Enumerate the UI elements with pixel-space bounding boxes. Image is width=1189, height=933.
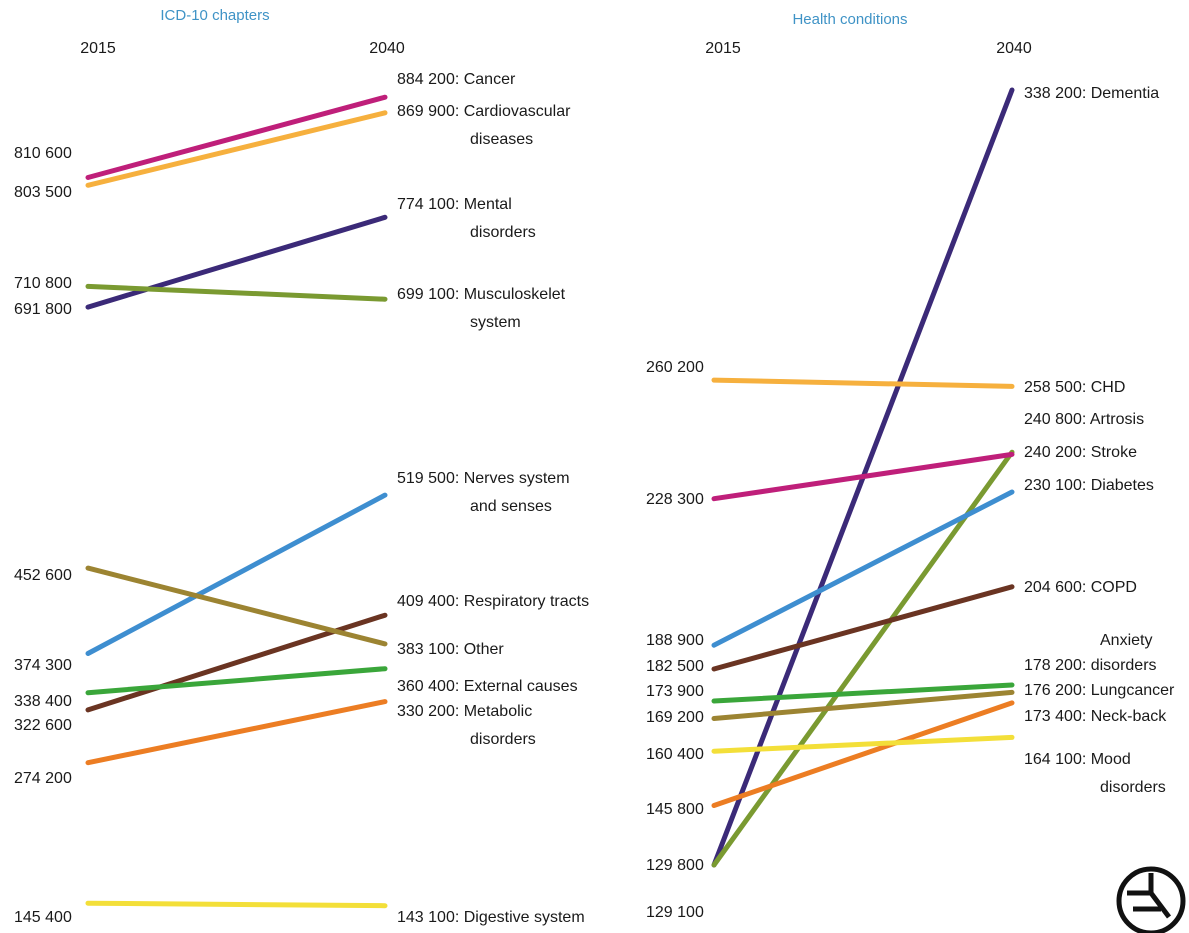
series-lines-health xyxy=(711,87,1015,868)
series-line-cardiovascular xyxy=(85,110,388,188)
start-value-label: 452 600 xyxy=(14,567,72,584)
start-value-label: 710 800 xyxy=(14,275,72,292)
series-line-musculoskelet xyxy=(85,283,388,302)
end-value-label: 173 400: Neck-back xyxy=(1024,708,1167,725)
series-line-mood xyxy=(711,734,1015,754)
start-value-label: 129 800 xyxy=(646,857,704,874)
series-line-mental xyxy=(85,214,388,310)
start-value-label: 145 800 xyxy=(646,801,704,818)
x-label-2015-left: 2015 xyxy=(80,40,116,57)
start-value-label: 228 300 xyxy=(646,491,704,508)
series-line-artrosis xyxy=(711,449,1015,868)
start-value-label: 322 600 xyxy=(14,717,72,734)
series-line-chd xyxy=(711,377,1015,389)
start-value-label: 810 600 xyxy=(14,145,72,162)
series-line-other xyxy=(85,565,388,647)
series-line-digestive-system xyxy=(85,900,388,909)
start-value-label: 260 200 xyxy=(646,359,704,376)
end-value-label: 230 100: Diabetes xyxy=(1024,477,1154,494)
end-value-label: 699 100: Musculoskelet xyxy=(397,286,566,303)
end-name-label-cont: system xyxy=(470,314,521,331)
end-value-label: 519 500: Nerves system xyxy=(397,470,570,487)
series-line-copd xyxy=(711,584,1015,672)
x-label-2040-left: 2040 xyxy=(369,40,405,57)
end-value-label: 204 600: COPD xyxy=(1024,579,1137,596)
series-line-diabetes xyxy=(711,489,1015,648)
start-value-label: 803 500 xyxy=(14,184,72,201)
end-value-label: 143 100: Digestive system xyxy=(397,909,585,926)
start-value-label: 145 400 xyxy=(14,909,72,926)
end-name-label-cont: and senses xyxy=(470,498,552,515)
end-value-label: 383 100: Other xyxy=(397,641,504,658)
end-value-label: 258 500: CHD xyxy=(1024,379,1125,396)
end-labels-icd10: 884 200: Cancer 869 900: Cardiovascular di… xyxy=(397,71,589,926)
series-line-lungcancer xyxy=(711,689,1015,721)
start-labels-icd10: 810 600 803 500 691 800 710 800 374 300 322 6… xyxy=(14,145,72,926)
chart-title-health: Health conditions xyxy=(792,11,907,28)
series-line-cancer xyxy=(85,94,388,180)
end-value-label: 330 200: Metabolic xyxy=(397,703,532,720)
end-value-label: 164 100: Mood xyxy=(1024,751,1131,768)
start-value-label: 691 800 xyxy=(14,301,72,318)
end-value-label: 884 200: Cancer xyxy=(397,71,516,88)
series-line-neck-back xyxy=(711,700,1015,808)
chart-health-conditions: Health conditions 2015 2040 260 200 129 8… xyxy=(646,11,1175,921)
end-name-label: Anxiety xyxy=(1100,632,1152,649)
start-value-label: 129 100 xyxy=(646,904,704,921)
series-line-nerves-system xyxy=(85,492,388,656)
series-line-external-causes xyxy=(85,666,388,696)
start-value-label: 338 400 xyxy=(14,693,72,710)
series-lines-icd10 xyxy=(85,94,388,909)
end-value-label: 360 400: External causes xyxy=(397,678,578,695)
end-name-label-cont: disorders xyxy=(470,224,536,241)
series-line-stroke xyxy=(711,451,1015,502)
start-value-label: 173 900 xyxy=(646,683,704,700)
end-value-label: 178 200: disorders xyxy=(1024,657,1157,674)
end-name-label-cont: diseases xyxy=(470,131,533,148)
start-value-label: 160 400 xyxy=(646,746,704,763)
chart-icd10: ICD-10 chapters 2015 2040 810 600 803 500… xyxy=(14,7,589,926)
start-value-label: 182 500 xyxy=(646,658,704,675)
circle-logo-icon xyxy=(1116,866,1186,933)
chart-title-icd10: ICD-10 chapters xyxy=(160,7,269,24)
end-value-label: 176 200: Lungcancer xyxy=(1024,682,1175,699)
series-line-metabolic xyxy=(85,699,388,766)
start-value-label: 374 300 xyxy=(14,657,72,674)
start-value-label: 169 200 xyxy=(646,709,704,726)
x-label-2015-right: 2015 xyxy=(705,40,741,57)
end-value-label: 409 400: Respiratory tracts xyxy=(397,593,589,610)
end-name-label-cont: disorders xyxy=(1100,779,1166,796)
end-value-label: 869 900: Cardiovascular xyxy=(397,103,571,120)
end-value-label: 774 100: Mental xyxy=(397,196,512,213)
start-value-label: 188 900 xyxy=(646,632,704,649)
series-line-anxiety xyxy=(711,682,1015,704)
start-value-label: 274 200 xyxy=(14,770,72,787)
end-labels-health: 338 200: Dementia 258 500: CHD 240 800: Ar… xyxy=(1024,85,1175,796)
end-value-label: 240 200: Stroke xyxy=(1024,444,1137,461)
end-value-label: 240 800: Artrosis xyxy=(1024,411,1144,428)
x-label-2040-right: 2040 xyxy=(996,40,1032,57)
end-name-label-cont: disorders xyxy=(470,731,536,748)
start-labels-health: 260 200 129 800 228 300 188 900 182 500 173 9… xyxy=(646,359,704,921)
end-value-label: 338 200: Dementia xyxy=(1024,85,1159,102)
